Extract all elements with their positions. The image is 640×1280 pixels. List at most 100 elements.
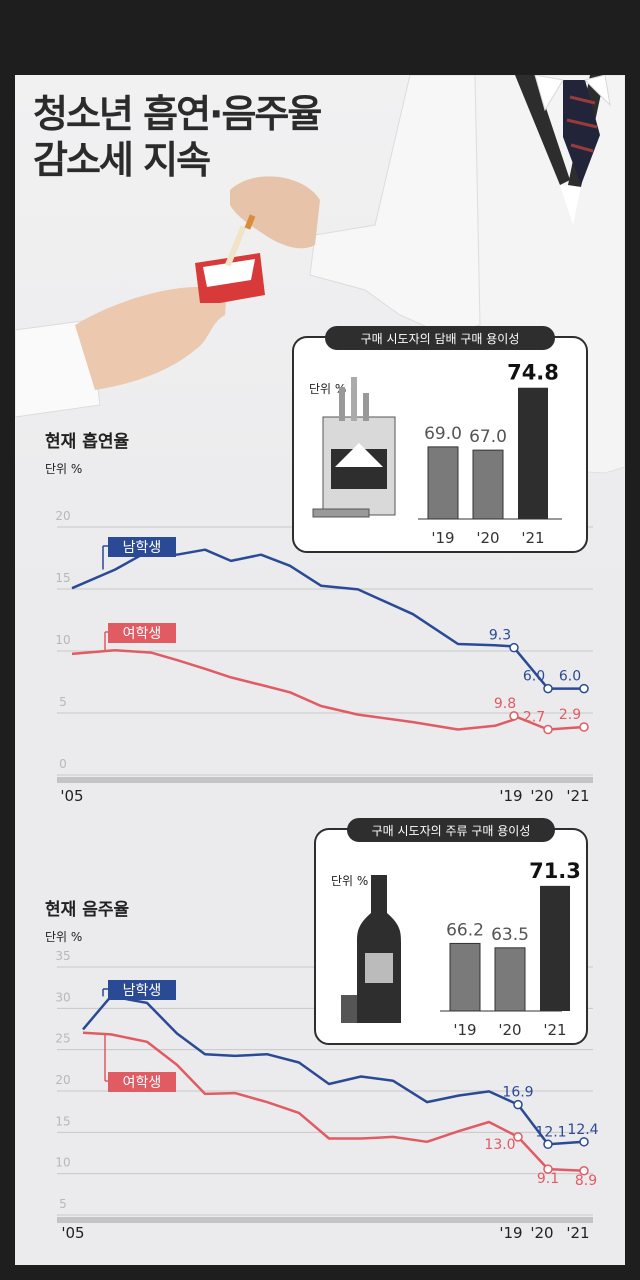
bottle-label-icon [365,953,393,983]
cigarette-pack-logo-icon [335,443,383,467]
smoking-marker [579,722,589,732]
smoking-value-label: 6.0 [523,669,545,685]
drinking-y-tick: 15 [55,1114,70,1128]
alcohol-buy-bar-category: '21 [543,1021,566,1039]
smoking-series-label-box [108,623,176,643]
tobacco-buy-bar [518,387,548,519]
smoking-series-name: 남학생 [123,540,162,556]
smoking-x-axis [57,777,593,783]
smoking-marker [543,683,553,694]
drinking-series-male [82,995,585,1146]
tobacco-buy-bar-category: '21 [521,529,544,547]
smoking-x-tick: '21 [566,787,589,805]
drinking-y-tick: 20 [55,1073,70,1087]
smoking-y-tick: 5 [59,695,67,709]
smoking-series-female [71,648,585,731]
drinking-value-label: 8.9 [575,1173,597,1189]
tobacco-buy-title: 구매 시도자의 담배 구매 용이성 [361,332,520,346]
drinking-marker [513,1099,523,1110]
drinking-y-tick: 10 [55,1156,70,1170]
shot-glass-icon [341,995,357,1023]
alcohol-buy-bar-value: 66.2 [446,920,484,940]
drinking-marker [513,1132,523,1142]
smoking-value-label: 6.0 [559,669,581,685]
drinking-value-label: 13.0 [484,1137,515,1153]
tobacco-buy-unit: 단위 % [309,382,346,396]
smoking-x-tick: '19 [499,787,522,805]
drinking-series-label-box [108,1072,176,1092]
tobacco-buy-bar-category: '20 [476,529,499,547]
tobacco-buy-bar-value: 67.0 [469,427,507,447]
smoking-x-tick: '20 [530,787,553,805]
drinking-label-connector [102,988,108,997]
drinking-x-tick: '21 [566,1224,589,1242]
alcohol-buy-title: 구매 시도자의 주류 구매 용이성 [372,824,531,838]
smoking-value-label: 9.3 [489,628,511,644]
drinking-x-axis [57,1217,593,1223]
cigarette-icon [339,387,345,421]
drinking-y-tick: 5 [59,1197,67,1211]
drinking-series-name: 여학생 [123,1075,162,1091]
smoking-y-tick: 20 [55,509,70,523]
drinking-x-tick: '20 [530,1224,553,1242]
drinking-marker [579,1166,589,1176]
tobacco-buy-bar [472,449,504,520]
drinking-value-label: 9.1 [537,1171,559,1187]
alcohol-buy-bar [540,885,570,1011]
drinking-marker [543,1139,553,1150]
alcohol-buy-unit: 단위 % [331,874,368,888]
drinking-marker [543,1164,553,1174]
smoking-unit: 단위 % [45,462,82,476]
smoking-title: 현재 흡연율 [45,431,129,452]
smoking-x-tick: '05 [60,787,83,805]
alcohol-buy-bar-category: '20 [498,1021,521,1039]
tobacco-buy-bar-value: 69.0 [424,424,462,444]
tobacco-buy-bar-value: 74.8 [507,361,559,385]
drinking-x-tick: '19 [499,1224,522,1242]
wine-bottle-icon [357,875,401,1023]
alcohol-buy-bar-value: 63.5 [491,925,529,945]
drinking-y-tick: 30 [55,990,70,1004]
drinking-marker [579,1137,589,1147]
smoking-y-tick: 10 [55,633,70,647]
cigarette-icon [351,377,357,421]
smoking-value-label: 2.9 [559,707,581,723]
smoking-y-tick: 0 [59,757,67,771]
tobacco-buy-bar [427,446,459,520]
smoking-label-connector [102,545,108,570]
tobacco-buy-title-pill [325,326,555,350]
drinking-title: 현재 음주율 [45,900,129,920]
alcohol-buy-bar [449,942,481,1012]
alcohol-buy-bar-category: '19 [453,1021,476,1039]
alcohol-buy-bar-value: 71.3 [529,859,581,883]
drinking-y-tick: 25 [55,1032,70,1046]
smoking-series-name: 여학생 [123,626,162,642]
smoking-value-label: 2.7 [523,710,545,726]
cigarette-icon [363,393,369,421]
drinking-series-female [82,1031,585,1173]
drinking-y-tick: 35 [55,949,70,963]
smoking-marker [543,724,553,735]
drinking-value-label: 16.9 [502,1085,533,1101]
drinking-label-connector [104,1034,108,1082]
alcohol-buy-title-pill [347,818,555,842]
smoking-series-male [71,548,584,690]
main-title-line1: 청소년 흡연·음주율 [33,92,322,136]
loose-cigarette-icon [312,508,370,518]
tobacco-buy-bar-category: '19 [431,529,454,547]
smoking-value-label: 9.8 [494,696,516,712]
smoking-y-tick: 15 [55,571,70,585]
smoking-label-connector [104,631,108,651]
drinking-value-label: 12.1 [535,1124,566,1140]
infographic: 청소년 흡연·음주율 감소세 지속 현재 흡연율 단위 % 20 15 10 5 0'05 '… [15,75,625,1265]
drinking-x-tick: '05 [61,1224,84,1242]
smoking-marker [579,683,589,694]
drinking-value-label: 12.4 [567,1122,598,1138]
smoking-series-label-box [108,537,176,557]
main-title-line2: 감소세 지속 [33,138,211,182]
drinking-series-label-box [108,980,176,1000]
drinking-unit: 단위 % [45,930,82,944]
drinking-series-name: 남학생 [123,983,162,999]
smoking-marker [509,711,519,721]
